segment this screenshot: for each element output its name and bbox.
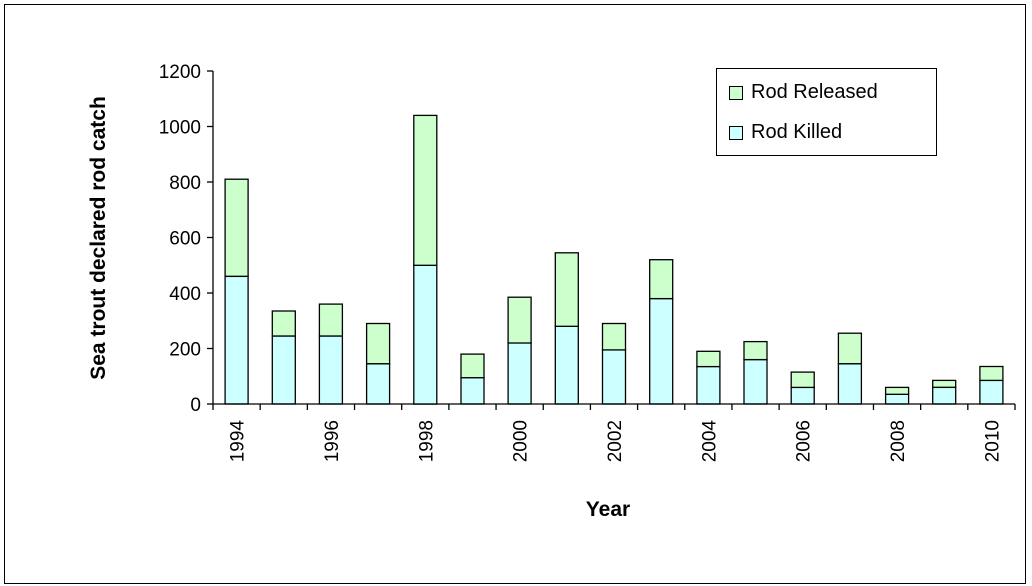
- bar-rod-killed-1996: [318, 335, 344, 405]
- x-axis-title: Year: [586, 498, 630, 521]
- bar-rod-killed-2000: [507, 342, 532, 405]
- bar-rod-released-1996: [318, 303, 344, 337]
- y-tick-label-400: 400: [169, 284, 201, 305]
- bar-rod-killed-1995: [271, 335, 296, 405]
- x-tick-label-1996: 1996: [322, 420, 343, 462]
- bar-rod-released-2010: [979, 365, 1004, 382]
- x-tick-label-1994: 1994: [228, 420, 249, 463]
- y-tick-label-0: 0: [190, 395, 201, 416]
- x-tick-label-2010: 2010: [982, 420, 1003, 462]
- bar-rod-killed-2005: [743, 358, 768, 405]
- bar-rod-released-2005: [743, 340, 768, 361]
- y-tick-label-200: 200: [169, 340, 201, 361]
- legend-label-rod-killed: Rod Killed: [751, 121, 843, 143]
- x-tick-label-2006: 2006: [794, 420, 815, 462]
- bar-rod-killed-2008: [884, 393, 910, 405]
- bar-rod-killed-2006: [790, 386, 815, 405]
- legend-swatch-rod-killed: [729, 125, 743, 140]
- bar-rod-released-2002: [601, 322, 627, 351]
- y-axis-title: Sea trout declared rod catch: [87, 96, 110, 380]
- bar-rod-killed-2004: [696, 365, 721, 405]
- y-tick-label-600: 600: [169, 229, 201, 250]
- legend: Rod Released Rod Killed: [716, 68, 937, 156]
- x-tick-label-2004: 2004: [699, 420, 720, 463]
- bar-rod-released-1998: [413, 114, 438, 266]
- bar-rod-killed-2003: [649, 297, 674, 405]
- bar-rod-released-1994: [224, 178, 249, 277]
- x-tick-label-2008: 2008: [888, 420, 909, 462]
- bars-layer: [224, 114, 1004, 405]
- x-tick-label-2002: 2002: [605, 420, 626, 462]
- legend-item-rod-released: Rod Released: [729, 81, 878, 104]
- bar-rod-released-1997: [365, 322, 391, 365]
- bar-rod-killed-2010: [979, 379, 1004, 405]
- bar-rod-released-2006: [790, 371, 815, 389]
- bar-rod-killed-2001: [554, 325, 579, 405]
- bar-rod-released-2000: [507, 296, 532, 344]
- bar-rod-released-2009: [932, 379, 957, 388]
- bar-rod-killed-2002: [601, 349, 627, 405]
- bar-rod-killed-1997: [365, 363, 391, 405]
- bar-rod-released-2003: [649, 259, 674, 300]
- axes-layer: [207, 70, 1016, 410]
- bar-rod-released-1995: [271, 310, 296, 337]
- bar-rod-killed-1998: [413, 264, 438, 405]
- bar-rod-released-1999: [460, 353, 485, 379]
- legend-item-rod-killed: Rod Killed: [729, 121, 842, 144]
- bar-rod-released-2008: [884, 386, 910, 395]
- y-tick-label-800: 800: [169, 173, 201, 194]
- bar-rod-killed-1994: [224, 275, 249, 405]
- bar-rod-killed-2007: [837, 363, 863, 405]
- labels-layer: 0 200 400 600 800 1000 1200 1994 1996 1998 2000 200…: [159, 62, 1004, 462]
- legend-label-rod-released: Rod Released: [751, 81, 878, 103]
- bar-rod-killed-2009: [932, 386, 957, 405]
- bar-rod-released-2007: [837, 332, 863, 365]
- legend-swatch-rod-released: [729, 85, 743, 100]
- y-tick-label-1200: 1200: [159, 62, 201, 83]
- x-tick-label-1998: 1998: [416, 420, 437, 462]
- bar-rod-killed-1999: [460, 376, 485, 405]
- x-tick-label-2000: 2000: [511, 420, 532, 462]
- bar-rod-released-2004: [696, 350, 721, 368]
- y-tick-label-1000: 1000: [159, 118, 201, 139]
- bar-rod-released-2001: [554, 252, 579, 327]
